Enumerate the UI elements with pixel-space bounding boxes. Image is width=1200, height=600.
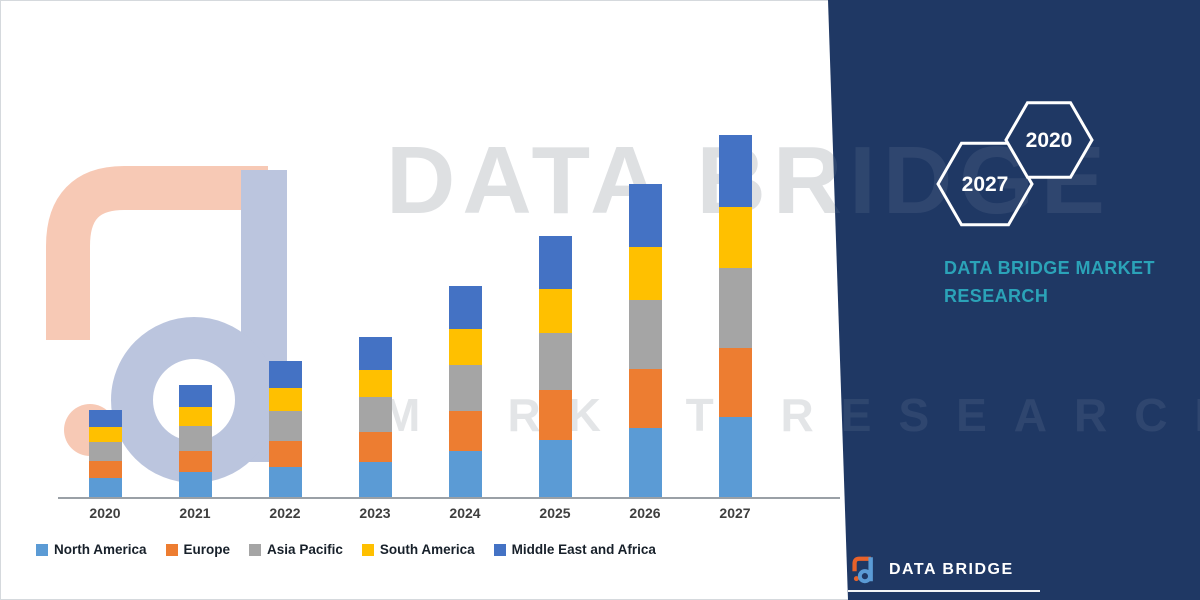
legend-item: Europe <box>165 542 231 557</box>
bar-segment <box>178 385 212 407</box>
bar-segment <box>88 442 122 461</box>
hexagon-2020-label: 2020 <box>1026 129 1073 152</box>
bar-segment <box>718 348 752 417</box>
bar-segment <box>448 411 482 451</box>
footer-logo: DATA BRIDGE <box>848 554 1014 586</box>
bar-segment <box>268 467 302 497</box>
bar-segment <box>358 337 392 370</box>
footer-divider-line <box>848 590 1040 592</box>
bar-2027 <box>718 135 752 497</box>
bar-segment <box>538 440 572 497</box>
brand-name-line2: RESEARCH <box>944 286 1049 306</box>
legend-label: Europe <box>183 542 231 557</box>
bar-segment <box>358 462 392 497</box>
logo-orange-bracket <box>46 166 268 340</box>
bar-segment <box>88 410 122 427</box>
bar-2023 <box>358 337 392 497</box>
x-axis-labels: 2020 2021 2022 2023 2024 2025 2026 2027 <box>60 505 780 521</box>
legend-item: Middle East and Africa <box>493 542 656 557</box>
bar-segment <box>718 417 752 497</box>
legend-swatch <box>36 543 48 556</box>
bar-segment <box>268 441 302 467</box>
bar-segment <box>628 300 662 369</box>
bar-segment <box>268 411 302 441</box>
legend-swatch <box>249 543 262 556</box>
x-axis-label: 2026 <box>629 505 661 521</box>
legend-label: Middle East and Africa <box>511 542 656 557</box>
bar-segment <box>538 289 572 333</box>
legend-label: Asia Pacific <box>267 542 343 557</box>
bar-segment <box>448 365 482 411</box>
footer-logo-text: DATA BRIDGE <box>889 561 1014 578</box>
bar-segment <box>628 428 662 497</box>
hexagon-2027-label: 2027 <box>962 173 1009 196</box>
bar-segment <box>178 472 212 497</box>
bar-segment <box>268 388 302 411</box>
x-axis-line <box>58 497 840 499</box>
chart-legend: North America Europe Asia Pacific South Ame… <box>36 542 806 557</box>
bar-segment <box>448 329 482 365</box>
bar-segment <box>268 361 302 388</box>
legend-swatch <box>493 543 506 556</box>
bar-segment <box>178 426 212 451</box>
bar-segment <box>88 478 122 497</box>
legend-swatch <box>361 543 374 556</box>
x-axis-label: 2023 <box>359 505 391 521</box>
bar-segment <box>628 369 662 428</box>
bar-segment <box>718 135 752 207</box>
bar-segment <box>718 268 752 348</box>
bar-2021 <box>178 385 212 497</box>
bar-segment <box>628 184 662 247</box>
bar-2025 <box>538 236 572 497</box>
bar-segment <box>448 451 482 497</box>
bar-segment <box>538 333 572 390</box>
bar-segment <box>178 451 212 472</box>
brand-name: DATA BRIDGE MARKET RESEARCH <box>944 254 1155 310</box>
bar-segment <box>718 207 752 268</box>
bar-segment <box>628 247 662 300</box>
x-axis-label: 2021 <box>179 505 211 521</box>
bar-2022 <box>268 361 302 497</box>
bar-2024 <box>448 286 482 497</box>
legend-item: Asia Pacific <box>249 542 343 557</box>
bar-segment <box>358 370 392 397</box>
brand-name-line1: DATA BRIDGE MARKET <box>944 258 1155 278</box>
hexagon-2020 <box>1004 101 1094 179</box>
legend-item: North America <box>36 542 147 557</box>
bar-segment <box>88 427 122 442</box>
x-axis-label: 2022 <box>269 505 301 521</box>
x-axis-label: 2027 <box>719 505 751 521</box>
x-axis-label: 2024 <box>449 505 481 521</box>
bar-segment <box>358 397 392 432</box>
legend-label: North America <box>54 542 147 557</box>
bar-segment <box>538 390 572 440</box>
watermark-market-research-dark: MARKET RESEARCH <box>382 389 1200 441</box>
bar-segment <box>358 432 392 462</box>
legend-label: South America <box>379 542 475 557</box>
x-axis-label: 2025 <box>539 505 571 521</box>
x-axis-label: 2020 <box>89 505 121 521</box>
bar-2020 <box>88 410 122 497</box>
bars-container <box>60 97 780 497</box>
legend-item: South America <box>361 542 475 557</box>
bar-segment <box>88 461 122 478</box>
bar-2026 <box>628 184 662 497</box>
legend-swatch <box>165 543 178 556</box>
footer-logo-icon <box>852 556 873 584</box>
bar-segment <box>448 286 482 329</box>
bar-segment <box>538 236 572 289</box>
bar-segment <box>178 407 212 426</box>
